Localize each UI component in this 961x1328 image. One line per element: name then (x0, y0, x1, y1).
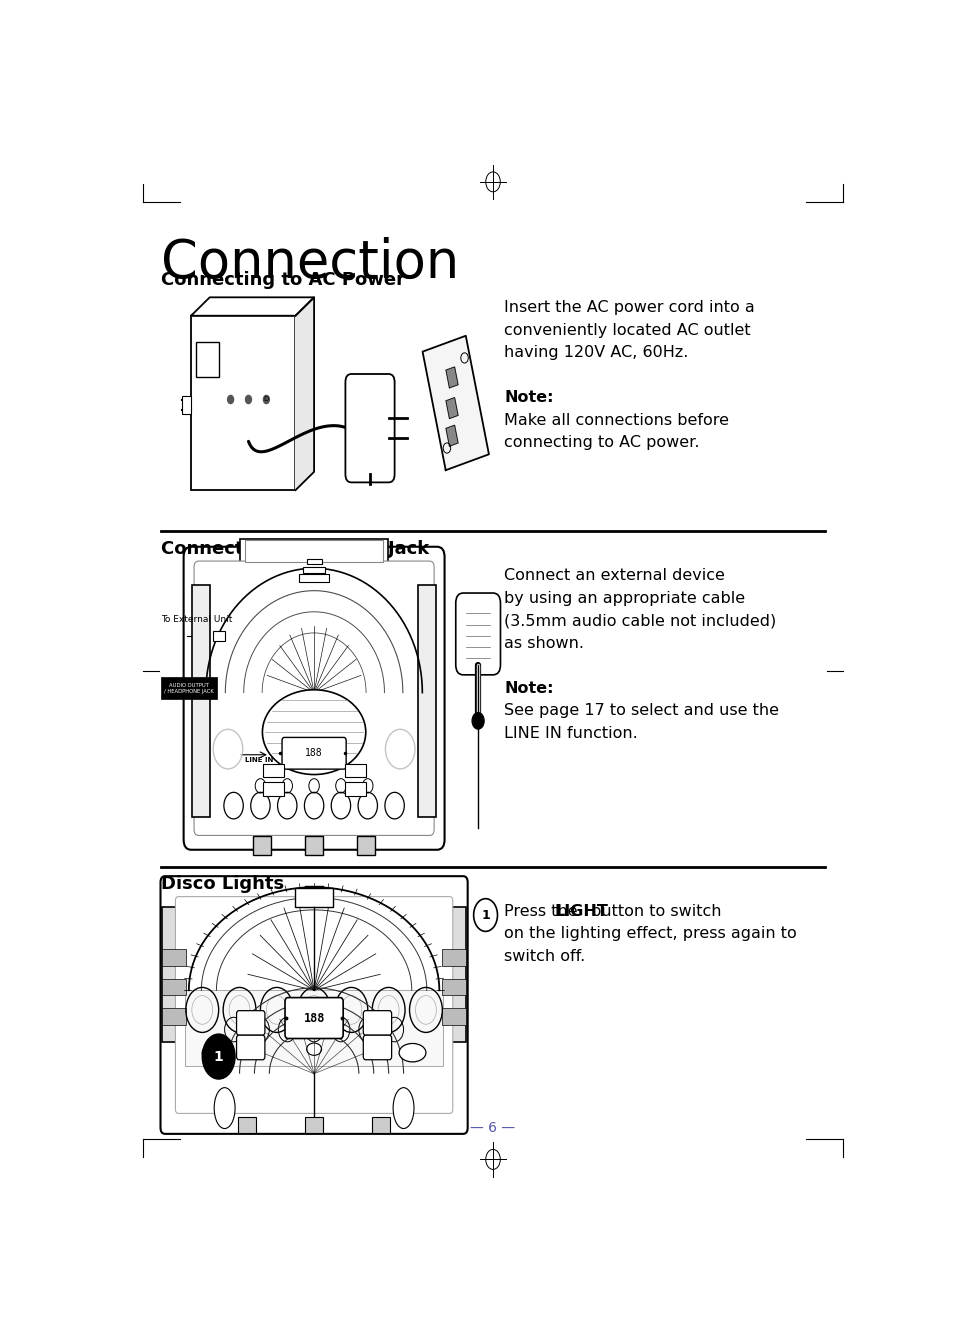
Text: conveniently located AC outlet: conveniently located AC outlet (504, 323, 750, 337)
Bar (307, 559, 321, 564)
Polygon shape (191, 297, 313, 316)
Text: Note:: Note: (504, 390, 554, 405)
Polygon shape (295, 297, 313, 490)
Bar (344, 764, 365, 777)
Bar (240, 539, 387, 564)
Ellipse shape (393, 1088, 413, 1129)
Text: as shown.: as shown. (504, 636, 583, 651)
Bar (161, 907, 185, 1042)
Bar (161, 950, 185, 965)
Bar (161, 677, 217, 700)
Text: Disco Lights: Disco Lights (161, 875, 284, 894)
Text: AUDIO OUTPUT
/ HEADPHONE JACK: AUDIO OUTPUT / HEADPHONE JACK (164, 683, 214, 693)
Bar (442, 979, 466, 995)
FancyBboxPatch shape (175, 896, 453, 1113)
Circle shape (245, 396, 251, 404)
Text: Connecting to LINE IN Jack: Connecting to LINE IN Jack (161, 539, 429, 558)
Text: LIGHT: LIGHT (554, 904, 608, 919)
Bar (418, 586, 435, 817)
Text: by using an appropriate cable: by using an appropriate cable (504, 591, 745, 606)
Text: connecting to AC power.: connecting to AC power. (504, 436, 699, 450)
FancyBboxPatch shape (282, 737, 346, 769)
Text: 188: 188 (303, 1012, 325, 1025)
Text: Connect an external device: Connect an external device (504, 568, 725, 583)
Bar (262, 764, 283, 777)
Bar (442, 1008, 466, 1025)
Text: Note:: Note: (504, 681, 554, 696)
Bar (237, 1117, 256, 1133)
Bar (213, 631, 224, 641)
Text: Connection: Connection (161, 238, 459, 290)
Bar (299, 574, 329, 583)
Ellipse shape (307, 1042, 321, 1056)
Text: 1: 1 (213, 1049, 223, 1064)
Bar (253, 837, 271, 855)
Polygon shape (446, 367, 457, 388)
Bar (191, 316, 295, 490)
FancyBboxPatch shape (363, 1036, 391, 1060)
Ellipse shape (214, 1088, 234, 1129)
FancyBboxPatch shape (284, 997, 343, 1038)
Ellipse shape (213, 729, 242, 769)
Text: — 6 —: — 6 — (470, 1121, 515, 1135)
Text: button to switch: button to switch (585, 904, 721, 919)
Text: LINE IN function.: LINE IN function. (504, 726, 637, 741)
Ellipse shape (262, 689, 365, 774)
Bar (344, 782, 365, 795)
Polygon shape (422, 336, 488, 470)
Bar (192, 586, 209, 817)
Text: See page 17 to select and use the: See page 17 to select and use the (504, 704, 778, 718)
Text: LINE IN: LINE IN (245, 757, 273, 762)
FancyBboxPatch shape (194, 560, 433, 835)
Bar (357, 837, 375, 855)
Text: (3.5mm audio cable not included): (3.5mm audio cable not included) (504, 614, 776, 628)
Text: Make all connections before: Make all connections before (504, 413, 728, 428)
Bar (305, 1117, 323, 1133)
Circle shape (263, 396, 269, 404)
Text: Insert the AC power cord into a: Insert the AC power cord into a (504, 300, 754, 316)
FancyBboxPatch shape (236, 1036, 264, 1060)
FancyBboxPatch shape (363, 1011, 391, 1036)
Circle shape (202, 1035, 234, 1080)
Text: To External Unit: To External Unit (161, 615, 233, 624)
Text: Connecting to AC Power: Connecting to AC Power (161, 271, 405, 288)
Bar (185, 991, 443, 1066)
Bar (262, 782, 283, 795)
FancyBboxPatch shape (236, 1011, 264, 1036)
Bar (182, 396, 191, 414)
Text: D: D (263, 397, 268, 402)
Polygon shape (446, 397, 457, 418)
Circle shape (228, 396, 234, 404)
Bar (303, 567, 325, 574)
Text: on the lighting effect, press again to: on the lighting effect, press again to (504, 927, 796, 942)
Ellipse shape (399, 1044, 426, 1062)
Bar (161, 1008, 185, 1025)
FancyBboxPatch shape (456, 594, 500, 675)
Text: Press the: Press the (504, 904, 582, 919)
Text: 188: 188 (305, 748, 323, 758)
Circle shape (472, 713, 483, 729)
FancyBboxPatch shape (184, 547, 444, 850)
Ellipse shape (202, 1044, 229, 1062)
Text: having 120V AC, 60Hz.: having 120V AC, 60Hz. (504, 345, 688, 360)
FancyBboxPatch shape (345, 374, 394, 482)
Bar (372, 1117, 390, 1133)
Bar (196, 341, 219, 377)
Ellipse shape (385, 729, 414, 769)
Bar (305, 837, 323, 855)
Bar (442, 907, 466, 1042)
Bar (245, 540, 382, 562)
Bar (295, 888, 333, 907)
FancyBboxPatch shape (160, 876, 467, 1134)
Polygon shape (446, 425, 457, 446)
Text: switch off.: switch off. (504, 948, 585, 964)
Bar (161, 979, 185, 995)
Text: 1: 1 (480, 908, 489, 922)
Bar (442, 950, 466, 965)
